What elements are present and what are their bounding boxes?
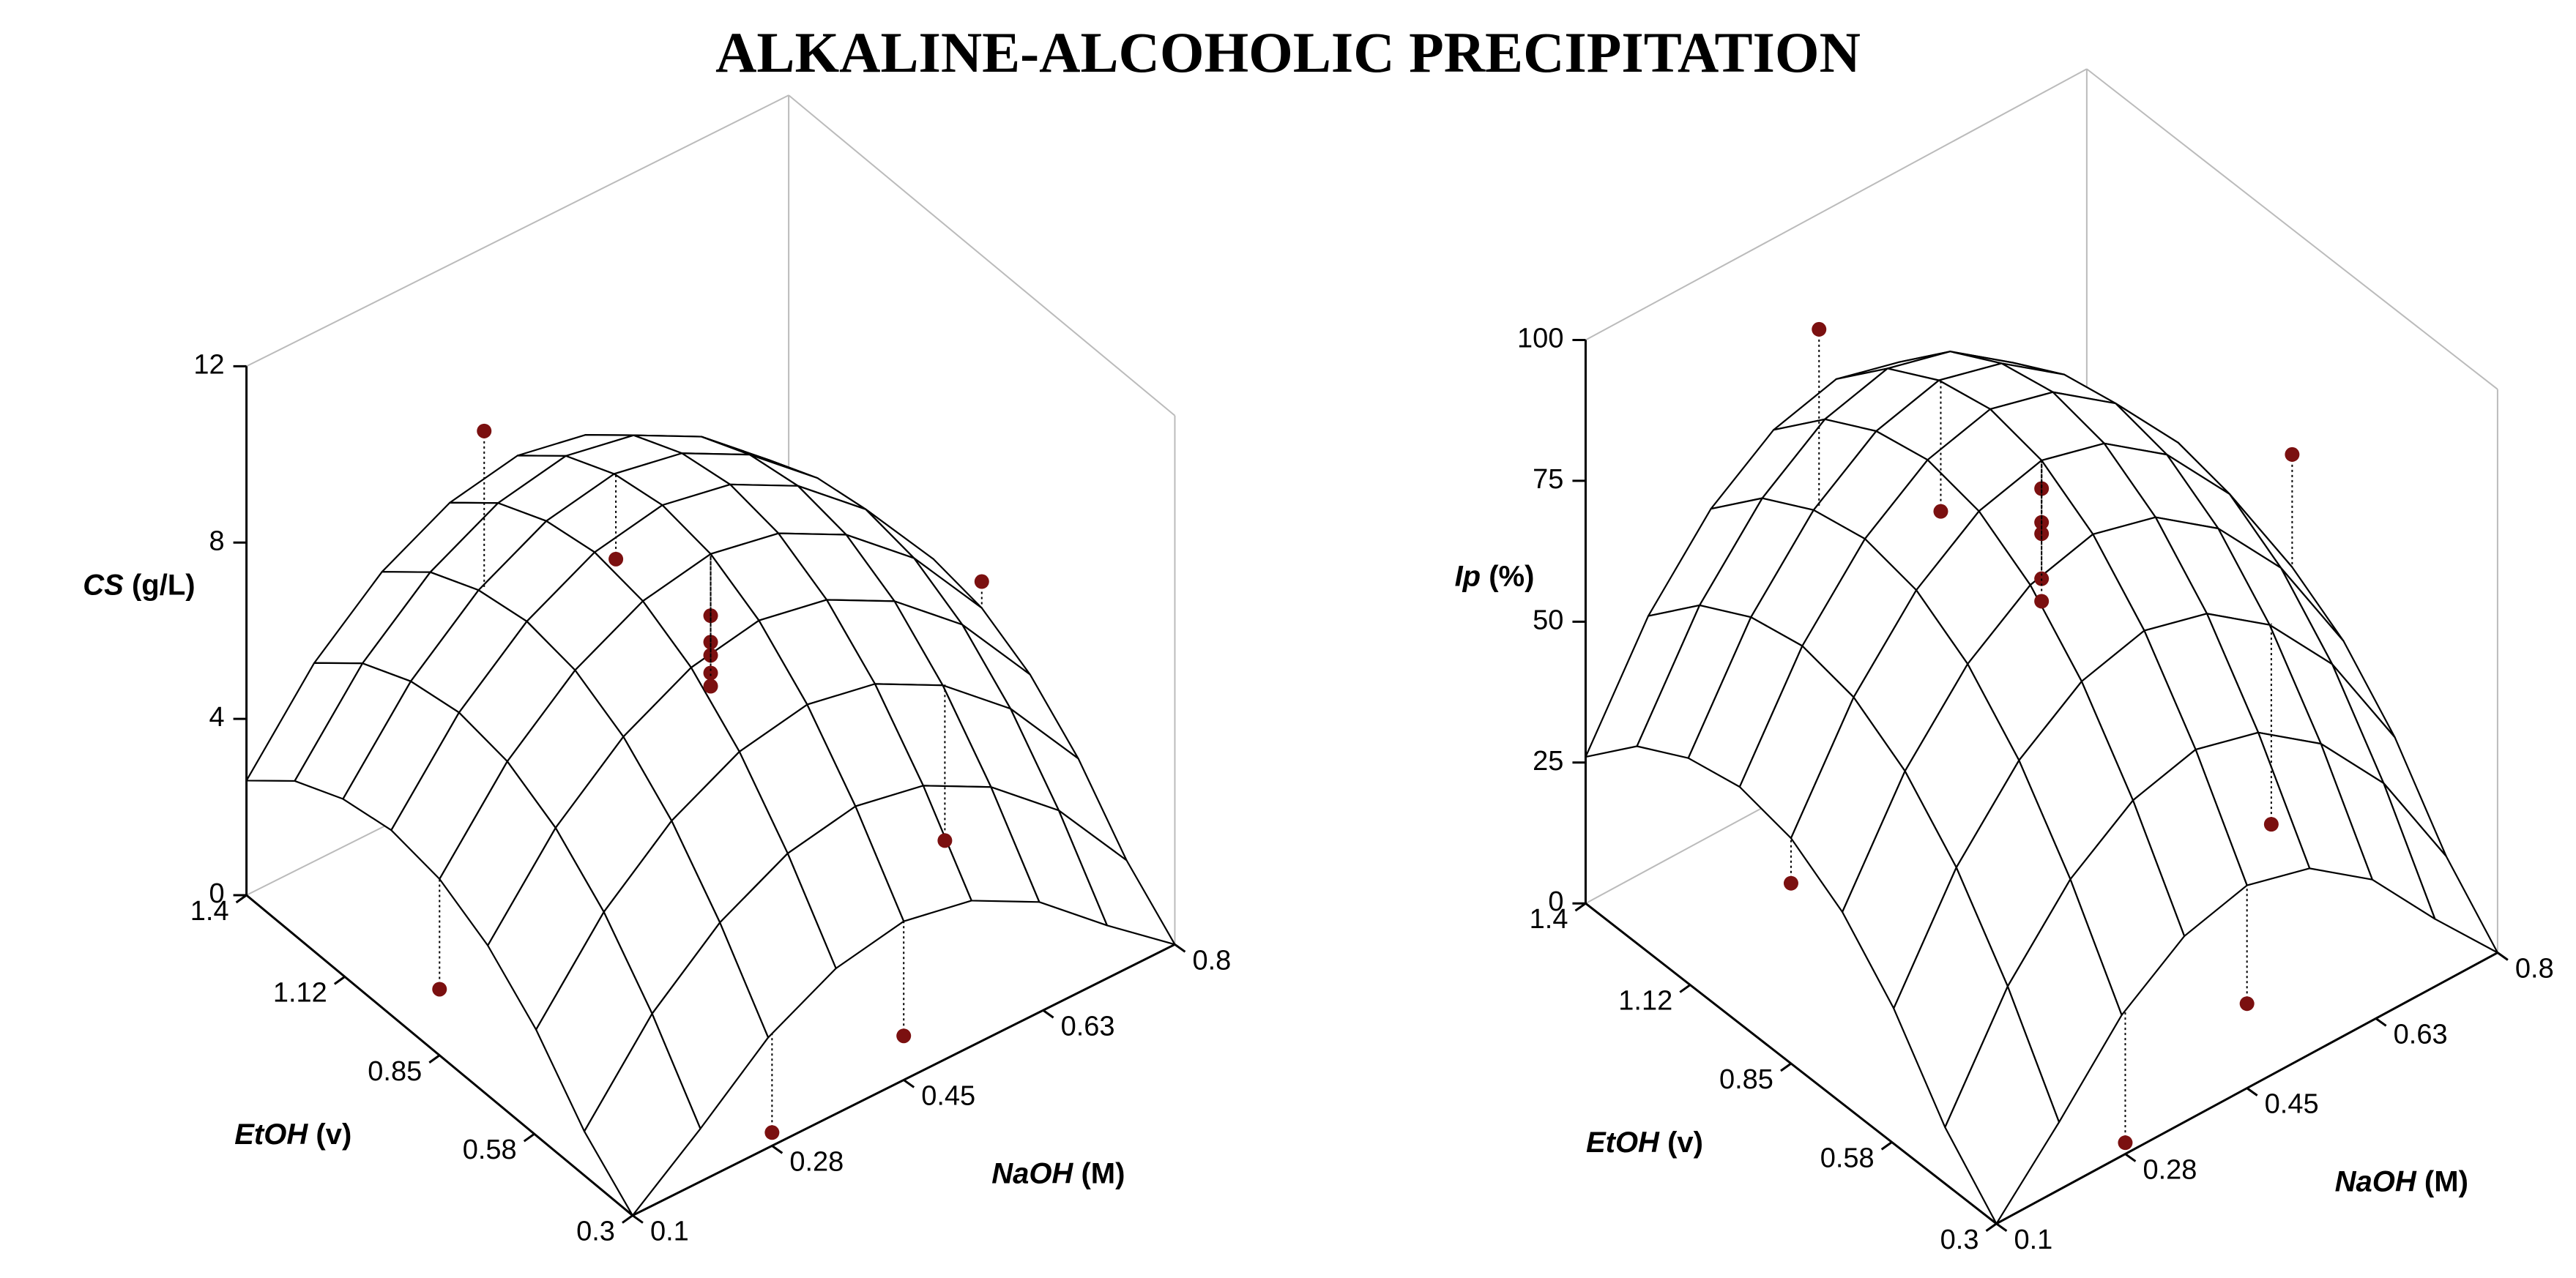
y-tick-label: 1.12 — [273, 977, 327, 1008]
figure-title: ALKALINE-ALCOHOLIC PRECIPITATION — [715, 20, 1861, 84]
label-symbol: EtOH — [234, 1118, 308, 1150]
y-tick — [235, 894, 247, 904]
data-point — [2239, 996, 2255, 1012]
box-edge — [246, 94, 789, 367]
chart: 0.1 0.28 0.45 0.63 0.8 0.3 0.58 0.85 1.12 1.40 4 8 1… — [83, 94, 1231, 1247]
z-tick-label: 100 — [1517, 324, 1563, 354]
label-symbol: NaOH — [991, 1157, 1073, 1189]
data-point — [1783, 875, 1798, 891]
x-tick-label: 0.63 — [1061, 1011, 1115, 1042]
z-tick-label: 50 — [1533, 605, 1563, 635]
y-tick — [1780, 1062, 1792, 1072]
z-tick-label: 25 — [1533, 746, 1563, 777]
label-unit: (v) — [316, 1118, 351, 1150]
data-point — [608, 551, 624, 567]
box-edge — [788, 94, 1176, 416]
data-point — [974, 574, 989, 589]
x-tick-label: 0.45 — [2265, 1089, 2319, 1120]
label-unit: (%) — [1489, 560, 1534, 592]
z-tick-label: 0 — [209, 878, 224, 909]
x-tick — [2124, 1153, 2137, 1162]
data-point — [2285, 446, 2300, 462]
x-tick-label: 0.28 — [2143, 1155, 2197, 1186]
y-tick — [1574, 902, 1587, 912]
x-tick — [2375, 1017, 2387, 1027]
x-tick — [1995, 1222, 2008, 1233]
z-label-title: CS (g/L) — [83, 569, 195, 601]
x-tick — [2497, 952, 2509, 961]
y-tick-label: 0.58 — [463, 1135, 517, 1165]
data-point — [896, 1028, 912, 1044]
y-tick — [1985, 1222, 1998, 1233]
data-point — [937, 833, 953, 848]
x-tick-label: 0.45 — [921, 1080, 975, 1111]
surface-cell — [583, 1012, 701, 1217]
data-point — [1812, 321, 1827, 337]
data-point — [2118, 1135, 2133, 1151]
x-tick — [2246, 1087, 2258, 1096]
z-label-title: Ip (%) — [1455, 560, 1535, 592]
y-tick-label: 0.58 — [1820, 1143, 1875, 1173]
label-unit: (M) — [1081, 1157, 1125, 1189]
y-tick-label: 1.4 — [1530, 904, 1568, 935]
y-label-title: EtOH (v) — [1586, 1126, 1703, 1159]
x-tick — [1174, 943, 1186, 953]
x-tick-label: 0.63 — [2394, 1019, 2448, 1050]
y-tick-label: 0.85 — [1719, 1064, 1773, 1095]
label-unit: (v) — [1667, 1126, 1703, 1159]
z-tick-label: 12 — [193, 349, 224, 380]
data-point — [703, 665, 718, 681]
x-tick-label: 0.28 — [789, 1146, 844, 1177]
x-tick-label: 0.1 — [650, 1217, 689, 1247]
x-tick-label: 0.8 — [1192, 945, 1231, 976]
y-tick — [333, 976, 346, 985]
label-unit: (g/L) — [132, 569, 196, 601]
data-point — [432, 982, 447, 997]
x-tick — [1042, 1009, 1054, 1019]
z-tick-label: 75 — [1533, 464, 1563, 495]
y-tick-label: 0.3 — [1940, 1225, 1979, 1255]
data-point — [764, 1125, 780, 1140]
surface-cell — [1944, 985, 2061, 1225]
box-edge — [2086, 68, 2498, 390]
x-tick-label: 0.8 — [2515, 954, 2554, 984]
y-tick — [428, 1054, 441, 1064]
data-point — [2034, 481, 2050, 496]
data-point — [2034, 594, 2050, 609]
data-point — [477, 423, 492, 438]
label-symbol: Ip — [1455, 560, 1481, 592]
label-symbol: EtOH — [1586, 1126, 1660, 1159]
label-symbol: NaOH — [2335, 1165, 2417, 1197]
data-point — [2263, 817, 2279, 832]
y-tick — [1880, 1141, 1893, 1151]
y-tick — [523, 1132, 535, 1143]
y-tick — [1679, 984, 1691, 993]
z-tick-label: 4 — [209, 702, 224, 733]
y-label-title: EtOH (v) — [234, 1118, 351, 1150]
y-tick-label: 0.85 — [368, 1056, 422, 1087]
x-label-title: NaOH (M) — [991, 1157, 1125, 1189]
x-tick-label: 0.1 — [2014, 1225, 2052, 1255]
x-tick — [903, 1079, 915, 1088]
z-tick-label: 0 — [1548, 886, 1563, 917]
label-symbol: CS — [83, 569, 124, 601]
x-tick — [771, 1145, 783, 1154]
label-unit: (M) — [2424, 1165, 2468, 1197]
x-label-title: NaOH (M) — [2335, 1165, 2468, 1197]
chart: 0.1 0.28 0.45 0.63 0.8 0.3 0.58 0.85 1.12 1.40 25 5… — [1455, 68, 2554, 1255]
x-tick — [632, 1214, 644, 1224]
y-tick — [622, 1214, 633, 1224]
y-tick-label: 1.12 — [1618, 986, 1672, 1017]
y-tick-label: 1.4 — [190, 896, 229, 927]
y-tick-label: 0.3 — [576, 1217, 615, 1247]
data-point — [703, 679, 718, 694]
box-edge — [1585, 68, 2088, 341]
z-tick-label: 8 — [209, 526, 224, 556]
data-point — [1933, 504, 1948, 519]
